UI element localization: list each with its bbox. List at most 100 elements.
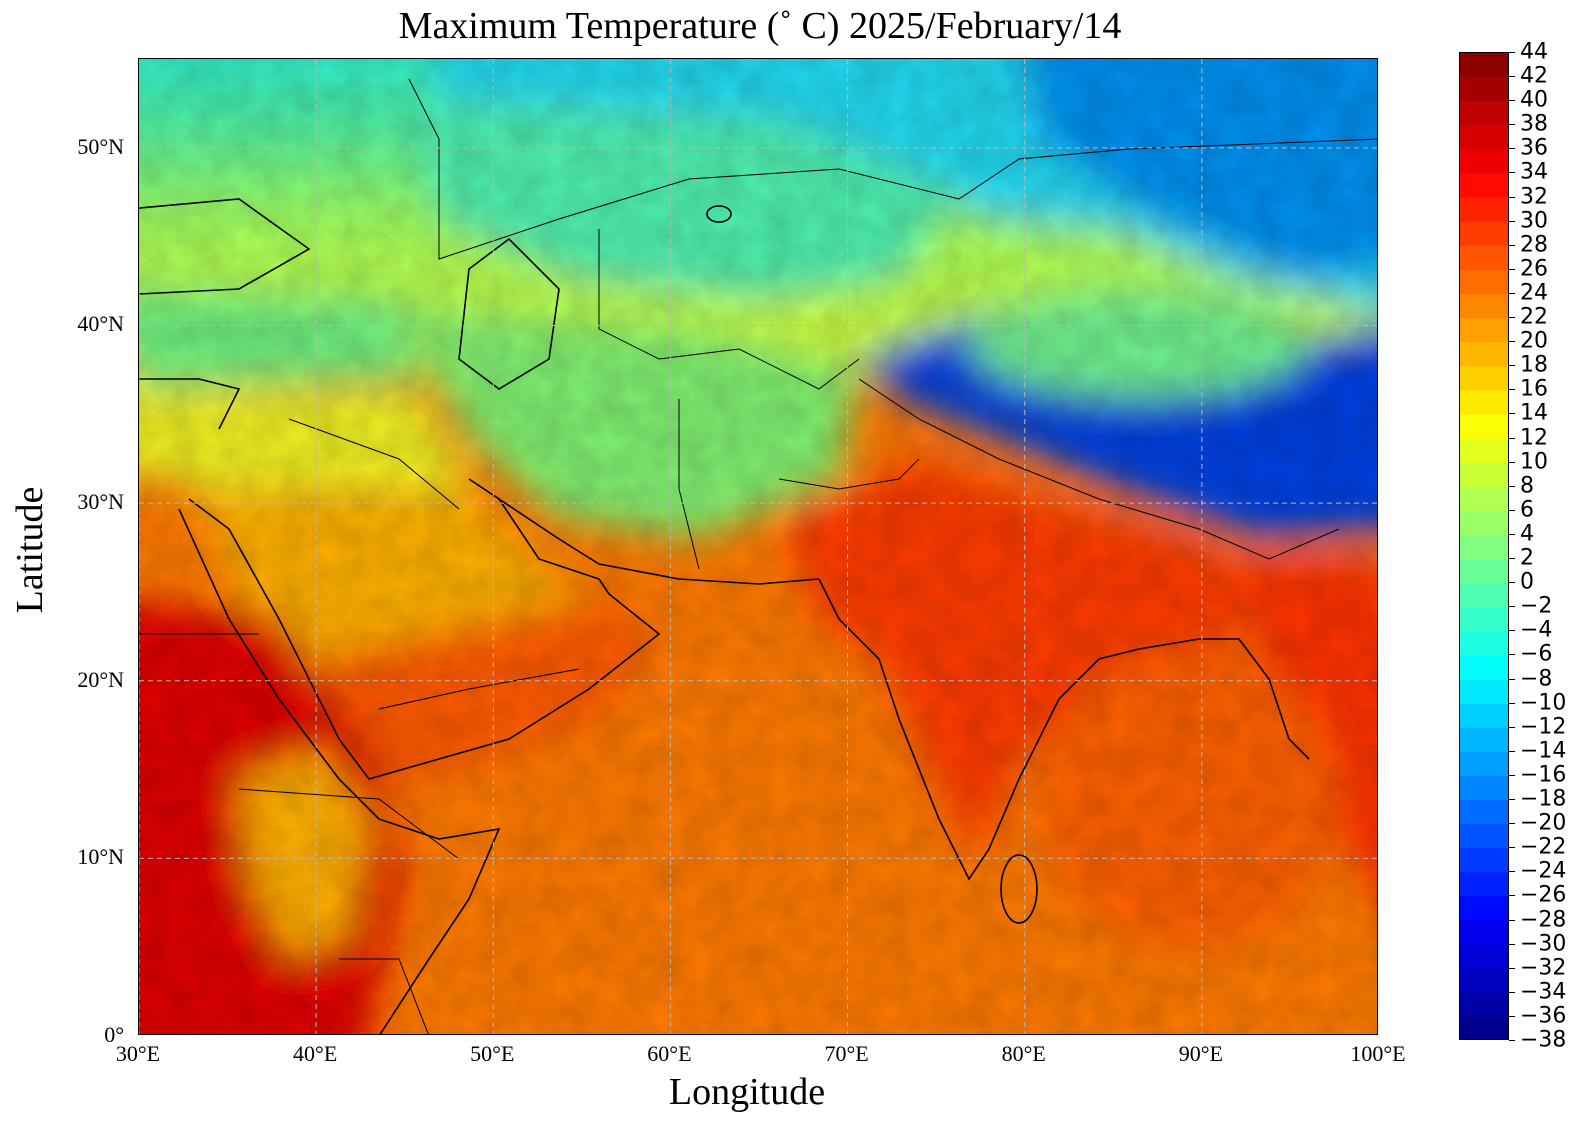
colorbar-band xyxy=(1460,318,1508,343)
coast-arabia xyxy=(188,478,661,780)
colorbar-tick-label: −12 xyxy=(1520,714,1567,740)
colorbar-tick-mark xyxy=(1509,606,1515,608)
colorbar-tick-label: −2 xyxy=(1520,593,1553,619)
x-axis-label: Longitude xyxy=(668,1071,826,1113)
colorbar-tick-mark xyxy=(1509,750,1515,752)
colorbar-tick-mark xyxy=(1509,220,1515,222)
colorbar-tick-mark xyxy=(1509,485,1515,487)
colorbar-tick-mark xyxy=(1509,437,1515,439)
colorbar-tick-mark xyxy=(1509,172,1515,174)
colorbar-tick-label: 10 xyxy=(1520,449,1548,475)
colorbar-tick-label: −6 xyxy=(1520,641,1553,667)
colorbar-tick-mark xyxy=(1509,389,1515,391)
colorbar-band xyxy=(1460,245,1508,271)
x-tick-label: 80°E xyxy=(1001,1041,1046,1066)
colorbar-tick-label: 26 xyxy=(1520,256,1548,282)
colorbar-band xyxy=(1460,293,1508,319)
x-tick-label: 40°E xyxy=(293,1041,338,1066)
colorbar-band xyxy=(1460,800,1508,825)
colorbar-canvas xyxy=(1460,53,1508,1039)
colorbar-tick-mark xyxy=(1509,317,1515,319)
colorbar-tick-label: −34 xyxy=(1520,979,1567,1005)
colorbar-band xyxy=(1460,53,1508,78)
colorbar-tick-label: 22 xyxy=(1520,304,1548,330)
colorbar-band xyxy=(1460,751,1508,777)
colorbar-tick-label: 12 xyxy=(1520,425,1548,451)
colorbar-band xyxy=(1460,269,1508,295)
colorbar-tick-mark xyxy=(1509,871,1515,873)
colorbar-band xyxy=(1460,101,1508,126)
colorbar-tick-label: 30 xyxy=(1520,208,1548,234)
colorbar-tick-mark xyxy=(1509,196,1515,198)
colorbar-tick-label: 18 xyxy=(1520,352,1548,378)
colorbar xyxy=(1459,52,1509,1040)
y-tick-label: 30°N xyxy=(77,489,124,515)
colorbar-tick-label: 44 xyxy=(1520,39,1548,65)
x-tick-label: 60°E xyxy=(647,1041,692,1066)
colorbar-tick-mark xyxy=(1509,244,1515,246)
y-tick-label: 40°N xyxy=(77,311,124,337)
coast-caspian xyxy=(458,237,560,390)
colorbar-tick-mark xyxy=(1509,461,1515,463)
colorbar-tick-mark xyxy=(1509,702,1515,704)
colorbar-band xyxy=(1460,920,1508,946)
colorbar-tick-mark xyxy=(1509,1040,1515,1041)
colorbar-tick-label: −22 xyxy=(1520,834,1567,860)
colorbar-tick-label: 38 xyxy=(1520,111,1548,137)
colorbar-tick-mark xyxy=(1509,1015,1515,1017)
x-tick-label: 90°E xyxy=(1178,1041,1223,1066)
colorbar-band xyxy=(1460,125,1508,150)
colorbar-band xyxy=(1460,727,1508,753)
colorbar-tick-label: −26 xyxy=(1520,882,1567,908)
colorbar-band xyxy=(1460,438,1508,464)
colorbar-tick-label: −16 xyxy=(1520,762,1567,788)
colorbar-tick-label: −8 xyxy=(1520,666,1553,692)
colorbar-band xyxy=(1460,848,1508,873)
colorbar-band xyxy=(1460,679,1508,705)
colorbar-band xyxy=(1460,77,1508,102)
colorbar-tick-label: −10 xyxy=(1520,690,1567,716)
colorbar-band xyxy=(1460,366,1508,391)
colorbar-band xyxy=(1460,968,1508,994)
temperature-map xyxy=(138,58,1378,1035)
colorbar-band xyxy=(1460,631,1508,657)
colorbar-tick-mark xyxy=(1509,726,1515,728)
colorbar-band xyxy=(1460,342,1508,367)
colorbar-tick-label: −24 xyxy=(1520,858,1567,884)
coast-sri-lanka xyxy=(1000,854,1038,924)
colorbar-band xyxy=(1460,559,1508,584)
colorbar-band xyxy=(1460,1016,1508,1039)
coast-india-west xyxy=(818,578,1060,881)
colorbar-band xyxy=(1460,510,1508,536)
map-canvas xyxy=(139,59,1377,1034)
colorbar-tick-label: −32 xyxy=(1520,955,1567,981)
colorbar-tick-mark xyxy=(1509,678,1515,680)
y-tick-label: 0° xyxy=(104,1022,124,1047)
colorbar-tick-mark xyxy=(1509,582,1515,584)
colorbar-tick-mark xyxy=(1509,654,1515,656)
colorbar-tick-label: 14 xyxy=(1520,400,1548,426)
colorbar-band xyxy=(1460,462,1508,488)
colorbar-tick-mark xyxy=(1509,847,1515,849)
colorbar-band xyxy=(1460,607,1508,632)
coast-iran-pakistan xyxy=(498,498,820,585)
colorbar-tick-label: −4 xyxy=(1520,617,1553,643)
colorbar-tick-mark xyxy=(1509,268,1515,270)
colorbar-band xyxy=(1460,197,1508,223)
coast-black-sea xyxy=(139,198,311,295)
x-tick-label: 50°E xyxy=(470,1041,515,1066)
colorbar-band xyxy=(1460,872,1508,898)
colorbar-tick-label: 28 xyxy=(1520,232,1548,258)
x-tick-label: 100°E xyxy=(1350,1041,1406,1066)
colorbar-band xyxy=(1460,583,1508,608)
colorbar-tick-label: 36 xyxy=(1520,135,1548,161)
colorbar-band xyxy=(1460,149,1508,175)
colorbar-band xyxy=(1460,173,1508,199)
colorbar-tick-mark xyxy=(1509,991,1515,993)
colorbar-band xyxy=(1460,390,1508,416)
colorbar-tick-label: −20 xyxy=(1520,810,1567,836)
colorbar-band xyxy=(1460,221,1508,247)
colorbar-tick-label: 2 xyxy=(1520,545,1534,571)
colorbar-tick-mark xyxy=(1509,76,1515,78)
coast-aral xyxy=(706,205,732,223)
